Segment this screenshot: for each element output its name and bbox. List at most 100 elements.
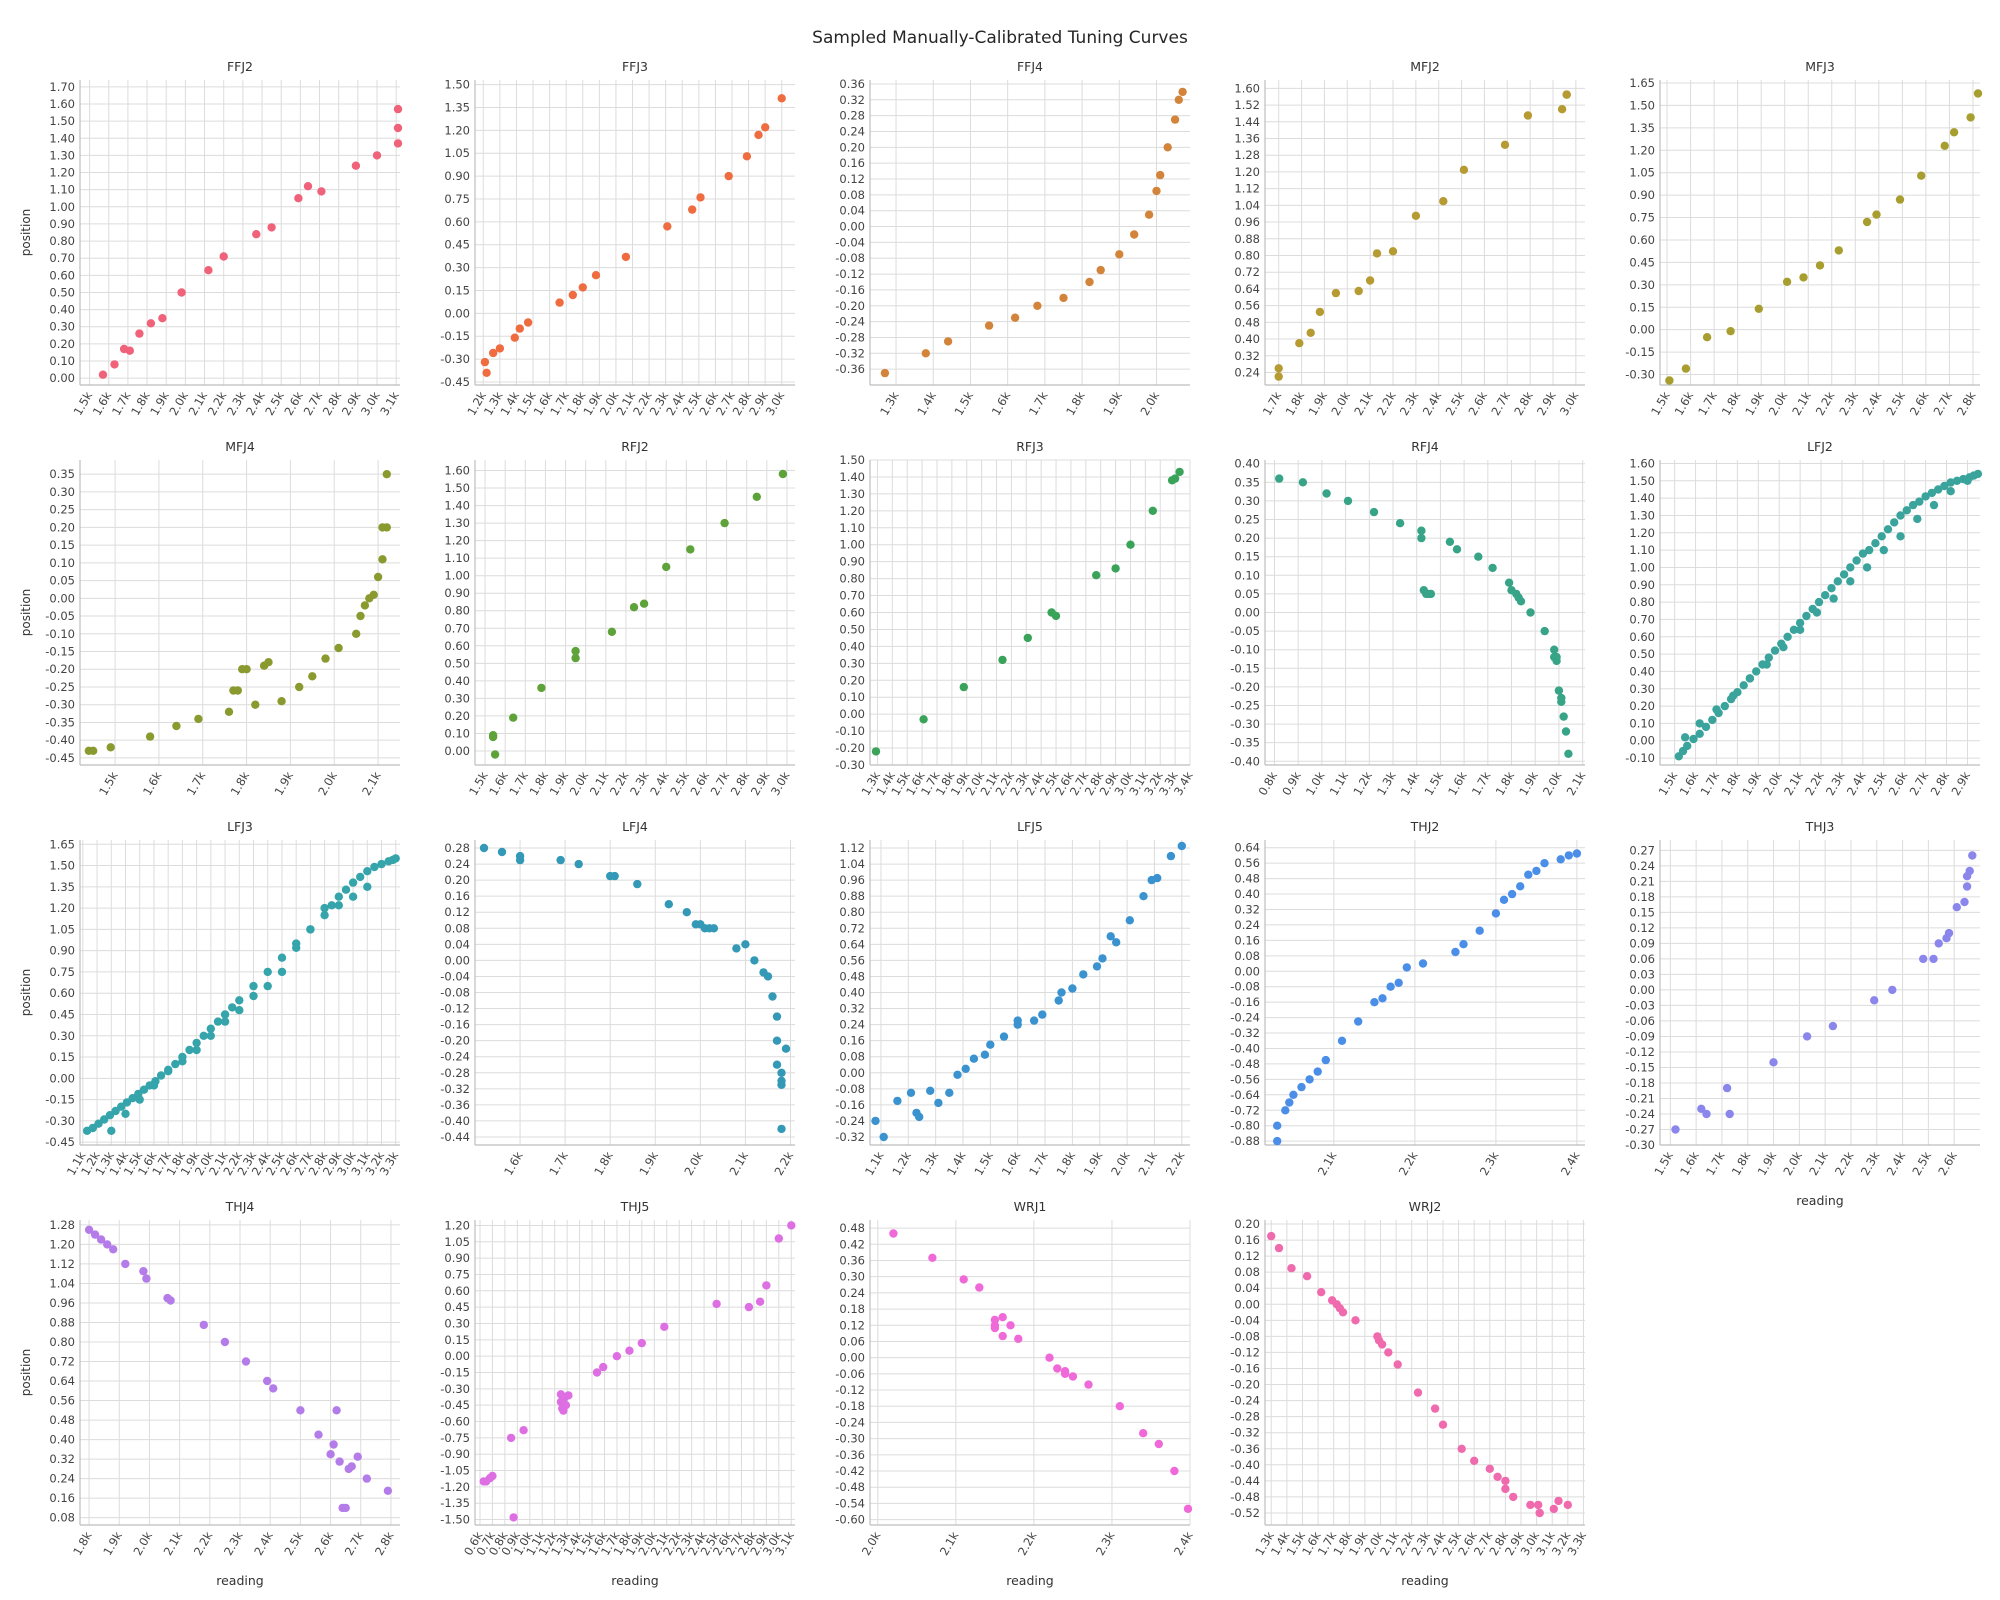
scatter-point [269,1384,278,1393]
scatter-point [1457,1444,1466,1454]
y-tick-label: 1.20 [444,1218,470,1232]
y-tick-label: 0.24 [839,1286,865,1300]
scatter-point [393,123,403,133]
x-tick-label: 1.8k [1053,1149,1078,1178]
y-tick-label: -0.25 [45,680,75,694]
y-tick-label: 1.65 [1629,76,1655,90]
scatter-point [1139,1429,1148,1438]
y-tick-label: 0.12 [839,172,865,186]
y-tick-label: -0.16 [440,1018,470,1032]
y-tick-label: -0.12 [835,267,865,281]
scatter-point [228,1003,237,1012]
y-tick-label: 1.44 [1234,115,1260,129]
scatter-point [1701,722,1711,732]
scatter-point [682,908,691,917]
scatter-point [1839,570,1849,579]
y-tick-label: -0.36 [1230,1442,1260,1456]
y-tick-label: -0.24 [1230,1011,1260,1025]
y-tick-label: -0.08 [835,1082,865,1096]
scatter-point [128,1094,137,1103]
scatter-point [871,747,881,756]
scatter-point [555,298,564,307]
x-tick-label: 2.5k [1909,1149,1934,1178]
y-tick-label: 0.90 [49,217,75,231]
y-tick-label: 1.40 [49,131,75,145]
scatter-point [1902,506,1912,515]
y-tick-label: 0.15 [1629,300,1655,314]
y-tick-label: 0.04 [444,937,470,951]
y-tick-label: 0.06 [1629,952,1655,966]
scatter-point [772,1012,782,1021]
x-tick-label: 1.7k [1703,1149,1728,1178]
scatter-point [633,879,642,889]
y-tick-label: 0.30 [49,1029,75,1043]
y-tick-label: 1.50 [1629,98,1655,112]
x-tick-label: 1.8k [70,1529,95,1558]
x-tick-label: 2.1k [937,1529,962,1558]
y-tick-label: 0.03 [1629,967,1655,981]
scatter-point [664,900,673,909]
y-tick-label: -0.15 [45,645,75,659]
y-tick-label: 1.30 [49,148,75,162]
scatter-point [1913,514,1922,524]
scatter-point [1890,518,1899,527]
scatter-point [1402,963,1412,972]
scatter-point [382,470,391,479]
x-tick-label: 2.1k [186,389,211,418]
x-tick-label: 1.7k [1026,1149,1051,1178]
scatter-point [1940,481,1949,491]
y-tick-label: 0.28 [839,109,865,123]
y-tick-label: -0.16 [1230,1361,1260,1375]
y-tick-label: 0.36 [839,1253,865,1267]
y-tick-label: 0.27 [1629,843,1655,857]
x-tick-label: 2.8k [1954,389,1979,418]
scatter-point [1782,277,1792,286]
y-tick-label: 0.64 [49,1374,75,1388]
scatter-point [164,1067,173,1076]
y-tick-label: 1.20 [49,166,75,180]
subplot-title: THJ2 [1410,819,1440,834]
y-tick-label: 0.20 [49,337,75,351]
x-tick-label: 2.5k [1883,389,1908,418]
scatter-point [1354,286,1363,296]
scatter-point [515,324,524,333]
scatter-point [145,732,155,741]
y-tick-label: 0.00 [49,371,75,385]
scatter-point [945,1088,954,1098]
subplot-title: FFJ4 [1017,59,1043,74]
scatter-point [1523,111,1533,120]
y-tick-label: 0.70 [444,621,470,635]
scatter-point [761,123,770,132]
y-tick-label: 0.00 [839,1351,865,1365]
y-tick-label: 0.20 [839,673,865,687]
scatter-point [777,94,786,103]
y-tick-label: 1.30 [839,487,865,501]
scatter-point [1501,1484,1510,1494]
scatter-point [1559,712,1568,721]
scatter-point [1769,1058,1778,1067]
scatter-point [709,924,719,933]
scatter-point [1554,686,1564,695]
y-tick-label: 0.06 [839,1334,865,1348]
x-tick-label: 1.9k [1739,769,1764,798]
scatter-point [1475,926,1484,935]
y-tick-label: 0.56 [1234,856,1260,870]
scatter-point [1802,1032,1812,1041]
y-tick-label: 0.20 [444,873,470,887]
scatter-point [637,1338,646,1348]
x-tick-label: 1.7k [506,769,531,798]
y-tick-label: 1.70 [49,80,75,94]
scatter-point [1054,996,1063,1005]
x-tick-label: 1.1k [1327,769,1352,798]
y-tick-label: 0.64 [1234,841,1260,855]
subplot-thj3: THJ3 -0.30 -0.27-0.24 -0.21-0.18 -0.15-0.12 -… [1625,819,1980,1208]
scatter-point [1302,1272,1312,1281]
y-tick-label: 0.30 [1629,278,1655,292]
y-tick-label: 1.05 [49,922,75,936]
scatter-point [1417,533,1426,543]
y-tick-label: 1.00 [444,569,470,583]
x-tick-label: 1.5k [1648,389,1673,418]
y-tick-label: 0.60 [1629,630,1655,644]
scatter-point [121,1109,130,1119]
scatter-point [1552,656,1561,666]
